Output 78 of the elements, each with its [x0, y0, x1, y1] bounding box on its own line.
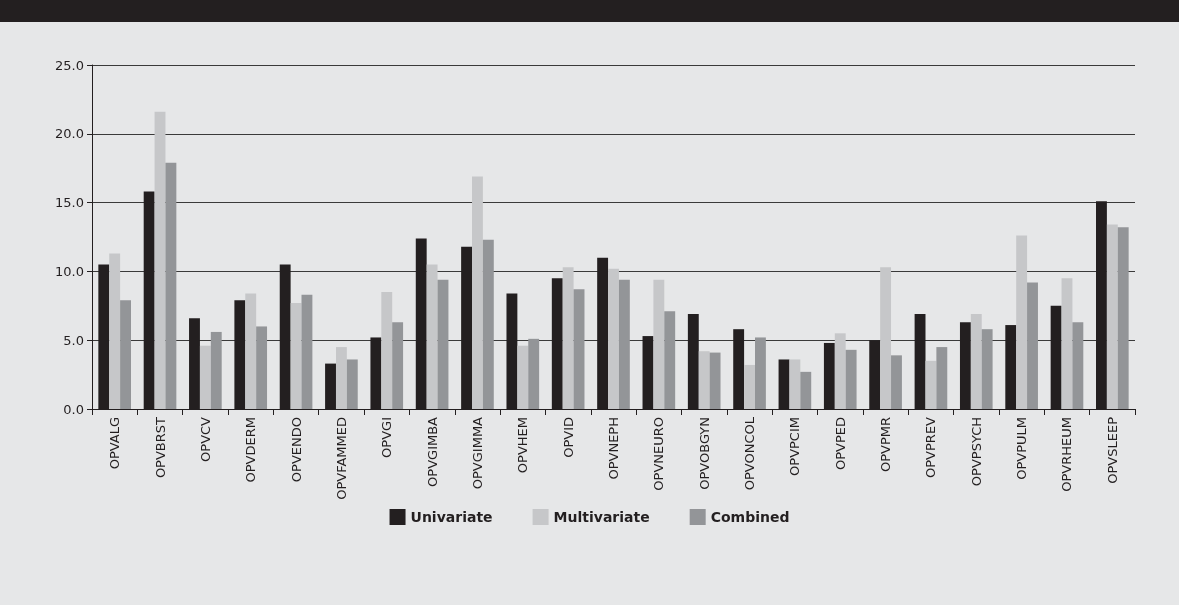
bar: [608, 268, 619, 409]
bar: [426, 264, 438, 409]
bar: [290, 303, 302, 409]
x-tick-label: OPVNEURO: [651, 417, 667, 491]
bar: [1106, 224, 1118, 409]
bar: [109, 253, 121, 409]
x-tick-label: OPVID: [560, 417, 576, 458]
bar: [120, 300, 131, 409]
bar: [245, 293, 257, 409]
bar: [335, 347, 347, 409]
x-tick-label: OPVNEPH: [606, 417, 621, 480]
x-tick-label: OPVPSYCH: [968, 417, 984, 487]
x-tick-label: OPVCV: [197, 416, 213, 462]
x-tick-label: OPVFAMMED: [333, 417, 349, 500]
legend-label: Combined: [710, 509, 790, 525]
legend-label: Multivariate: [553, 509, 650, 525]
bar: [891, 355, 902, 409]
bar: [154, 111, 166, 409]
bar: [482, 239, 494, 409]
bar: [472, 176, 483, 409]
x-tick-label: OPVRHEUM: [1059, 417, 1075, 492]
bar: [1061, 278, 1073, 409]
x-tick-label: OPVDERM: [243, 417, 259, 483]
x-tick-label: OPVPREV: [923, 416, 939, 478]
y-tick-label: 0.0: [63, 401, 84, 417]
bar: [1016, 235, 1028, 409]
bar: [301, 294, 313, 409]
x-tick-label: OPVGI: [379, 417, 395, 458]
bar: [845, 349, 857, 409]
bar: [618, 279, 630, 409]
bar: [744, 364, 755, 409]
x-tick-label: OPVPMR: [878, 417, 894, 473]
bar: [880, 267, 892, 409]
bar: [517, 345, 529, 409]
bar: [256, 326, 268, 409]
bar: [834, 333, 846, 409]
bar: [562, 267, 574, 409]
x-tick-label: OPVHEM: [515, 417, 531, 474]
bar: [925, 360, 937, 409]
bar: [664, 311, 676, 409]
x-tick-label: OPVBRST: [152, 416, 168, 479]
bar: [210, 331, 222, 409]
bar: [573, 289, 585, 409]
y-tick-label: 20.0: [55, 126, 84, 142]
y-tick-label: 25.0: [55, 57, 84, 73]
bar: [437, 279, 449, 409]
bar: [392, 322, 404, 409]
bar: [789, 359, 801, 409]
x-tick-label: OPVONCOL: [742, 416, 758, 491]
bar: [528, 338, 540, 409]
x-tick-label: OPVPULM: [1014, 417, 1030, 480]
y-tick-label: 15.0: [55, 195, 84, 211]
x-tick-label: OPVGIMBA: [424, 416, 440, 487]
bar: [346, 359, 358, 409]
x-tick-label: OPVOBGYN: [696, 417, 712, 490]
bar: [165, 162, 177, 409]
x-tick-label: OPVALG: [107, 417, 123, 470]
bar: [936, 347, 948, 409]
bar: [754, 337, 766, 409]
bar: [981, 329, 993, 409]
y-tick-label: 10.0: [55, 263, 84, 279]
x-tick-label: OPVGIMMA: [469, 416, 485, 490]
bar: [970, 314, 982, 409]
bar: [800, 371, 812, 409]
bar: [1072, 322, 1084, 409]
x-tick-label: OPVPCIM: [787, 417, 803, 476]
y-tick-label: 5.0: [63, 332, 84, 348]
x-tick-label: OPVENDO: [288, 417, 304, 483]
x-tick-label: OPVPED: [832, 417, 848, 471]
bar: [709, 352, 721, 409]
bar: [1117, 227, 1129, 409]
x-tick-label: OPVSLEEP: [1104, 416, 1120, 484]
bar: [199, 345, 211, 409]
bar: [381, 292, 393, 409]
bar: [653, 279, 665, 409]
legend-label: Univariate: [410, 509, 493, 525]
bar: [1027, 282, 1038, 409]
bar: [698, 351, 710, 409]
